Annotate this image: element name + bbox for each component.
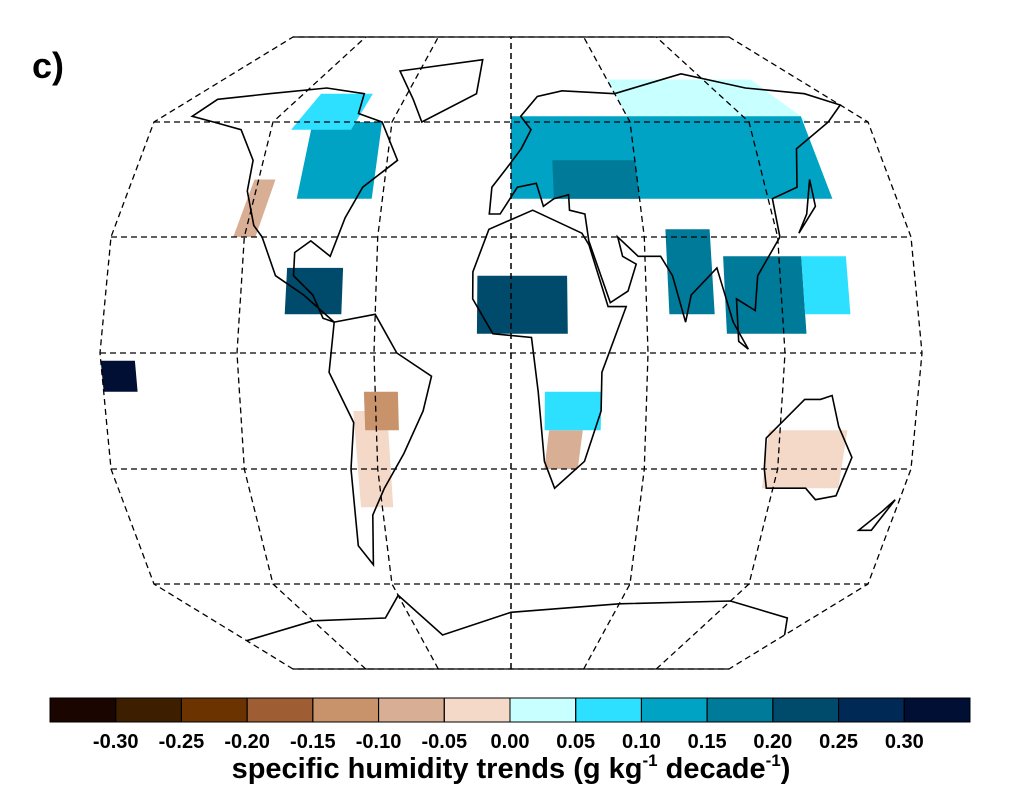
trend-patch	[544, 430, 583, 469]
colorbar-bin	[640, 697, 708, 723]
colorbar-tick-label: -0.30	[93, 731, 139, 753]
trend-patch	[552, 160, 640, 199]
coastline	[246, 594, 789, 642]
colorbar-tick-label: -0.05	[421, 731, 467, 753]
trend-patch	[284, 267, 344, 315]
map	[99, 36, 923, 670]
trend-patch	[233, 179, 276, 237]
colorbar-tick-label: 0.30	[885, 731, 924, 753]
colorbar-bin	[378, 697, 445, 723]
colorbar-bin	[49, 697, 117, 723]
trend-patch	[723, 256, 807, 334]
colorbar-bin	[772, 697, 840, 723]
coastline	[398, 58, 484, 124]
colorbar-tick-label: 0.10	[622, 731, 661, 753]
colorbar-title: specific humidity trends (g kg-1 decade-…	[232, 751, 791, 785]
colorbar-bin	[838, 697, 905, 723]
colorbar-bin	[903, 697, 971, 723]
coastline	[488, 72, 842, 350]
coastline	[471, 209, 628, 490]
colorbar-bin	[115, 697, 182, 723]
coastline	[328, 313, 433, 568]
trend-patch	[296, 122, 383, 199]
trend-patch	[353, 411, 394, 508]
colorbar: -0.30 -0.25 -0.20 -0.15 -0.10 -0.05 0.00 0.05 0.…	[49, 697, 971, 753]
coastline	[763, 394, 853, 501]
trend-patch	[801, 256, 851, 315]
meridian	[655, 36, 786, 670]
trend-patch	[762, 430, 848, 489]
meridian	[236, 36, 367, 670]
colorbar-tick-label: 0.25	[819, 731, 858, 753]
colorbar-tick-label: 0.00	[491, 731, 530, 753]
trend-patch	[606, 79, 809, 122]
title-text: )	[781, 753, 791, 785]
colorbar-tick-label: -0.10	[356, 731, 402, 753]
trend-patch	[100, 360, 138, 392]
colorbar-tick-label: -0.15	[290, 731, 336, 753]
colorbar-tick-label: -0.25	[159, 731, 205, 753]
colorbar-tick-label: 0.20	[753, 731, 792, 753]
panel-label: c)	[32, 45, 64, 86]
coastline	[190, 87, 399, 323]
colorbar-tick-label: 0.05	[556, 731, 595, 753]
coastline	[856, 499, 896, 532]
meridian	[373, 36, 439, 670]
colorbar-bin	[575, 697, 642, 723]
colorbar-bin	[443, 697, 511, 723]
map-edge	[293, 36, 729, 670]
title-sup: -1	[766, 751, 781, 770]
title-text: specific humidity trends (g kg	[232, 753, 643, 785]
trend-patch	[476, 275, 568, 334]
colorbar-bin	[312, 697, 380, 723]
trend-patch	[544, 391, 602, 431]
title-sup: -1	[642, 751, 657, 770]
coastline	[798, 179, 817, 234]
trend-patch	[363, 391, 399, 431]
colorbar-bin	[706, 697, 774, 723]
colorbar-bin	[509, 697, 577, 723]
colorbar-bin	[246, 697, 314, 723]
colorbar-tick-label: -0.20	[224, 731, 270, 753]
title-text: decade	[658, 753, 766, 785]
trend-patch	[291, 93, 373, 130]
colorbar-tick-label: 0.15	[688, 731, 727, 753]
meridian	[583, 36, 649, 670]
colorbar-bin	[180, 697, 248, 723]
